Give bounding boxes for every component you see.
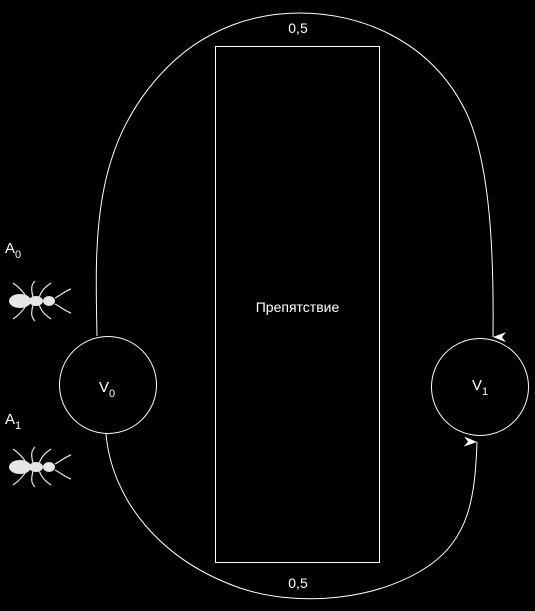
edge-bottom-weight: 0,5 (288, 575, 308, 591)
edge-top (95, 12, 507, 343)
node-v1-sub: 1 (482, 386, 488, 398)
obstacle-rect (215, 46, 380, 563)
node-v1-label: V1 (472, 377, 488, 398)
agent-a0: A0 (5, 240, 72, 322)
node-v0-circle (59, 336, 157, 434)
node-v0-sub: 0 (109, 388, 115, 400)
agent-a0-base: A (5, 240, 15, 257)
edge-top-weight: 0,5 (288, 20, 308, 36)
edge-bottom (105, 433, 478, 600)
agent-a1-sub: 1 (15, 420, 21, 432)
obstacle-label: Препятствие (256, 299, 340, 315)
ant-icon (8, 446, 72, 488)
agent-a1-base: A (5, 411, 15, 428)
node-v0-base: V (99, 379, 109, 396)
agent-a1: A1 (5, 411, 72, 488)
agent-a0-label: A0 (5, 240, 21, 261)
node-v0: V0 (59, 336, 157, 434)
node-v1: V1 (431, 338, 529, 436)
node-v1-base: V (472, 377, 482, 394)
node-v1-circle (431, 338, 529, 436)
agent-a0-sub: 0 (15, 249, 21, 261)
agent-a1-label: A1 (5, 411, 21, 432)
node-v0-label: V0 (99, 379, 115, 400)
ant-icon (8, 280, 72, 322)
